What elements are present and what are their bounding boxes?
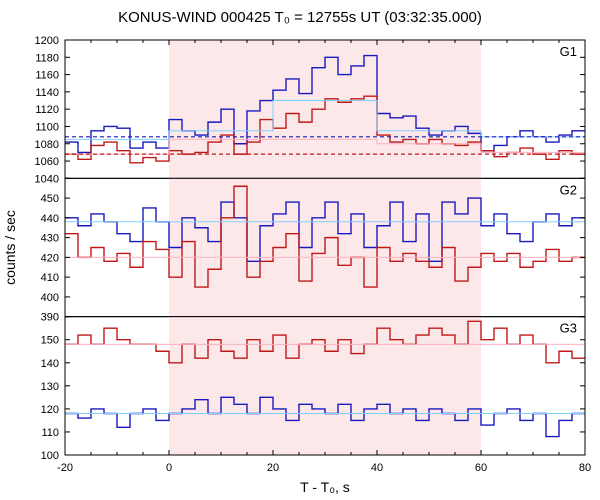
ytick-label: 420 [41, 252, 59, 264]
ytick-label: 1060 [35, 156, 59, 168]
xtick-label: 40 [371, 462, 383, 474]
x-axis-label: T - T₀, s [300, 479, 350, 495]
xtick-label: 80 [579, 462, 591, 474]
ytick-label: 140 [41, 358, 59, 370]
ytick-label: 1080 [35, 139, 59, 151]
ytick-label: 390 [41, 312, 59, 324]
panel-G3: 100 110 120 130 140 150 -20 0 20 40 60 80 G3 [41, 317, 591, 474]
xtick-label: -20 [57, 462, 73, 474]
ytick-label: 110 [41, 427, 59, 439]
panel-label: G1 [560, 44, 577, 59]
ytick-label: 120 [41, 404, 59, 416]
ytick-label: 1140 [35, 87, 59, 99]
xtick-label: 0 [166, 462, 172, 474]
y-axis-label: counts / sec [2, 210, 18, 285]
ytick-label: 450 [41, 193, 59, 205]
xtick-label: 20 [267, 462, 279, 474]
panel-G1: 1040 1060 1080 1100 1120 1140 1160 1180 1200 G1 [35, 35, 585, 185]
panel-G2: 390 400 410 420 430 440 450 G2 [41, 178, 585, 323]
ytick-label: 410 [41, 272, 59, 284]
ytick-label: 1180 [35, 52, 59, 64]
ytick-label: 130 [41, 381, 59, 393]
xtick-label: 60 [475, 462, 487, 474]
chart-container: KONUS-WIND 000425 T₀ = 12755s UT (03:32:… [0, 0, 600, 500]
panel-label: G2 [560, 182, 577, 197]
ytick-label: 1200 [35, 35, 59, 47]
ytick-label: 100 [41, 450, 59, 462]
chart-title: KONUS-WIND 000425 T₀ = 12755s UT (03:32:… [118, 9, 482, 26]
ytick-label: 1040 [35, 173, 59, 185]
ytick-label: 430 [41, 233, 59, 245]
ytick-label: 1120 [35, 104, 59, 116]
ytick-label: 400 [41, 292, 59, 304]
ytick-label: 440 [41, 213, 59, 225]
ytick-label: 1160 [35, 70, 59, 82]
ytick-label: 1100 [35, 121, 59, 133]
chart-svg: KONUS-WIND 000425 T₀ = 12755s UT (03:32:… [0, 0, 600, 500]
panel-label: G3 [560, 321, 577, 336]
shade-region [169, 317, 481, 455]
ytick-label: 150 [41, 335, 59, 347]
